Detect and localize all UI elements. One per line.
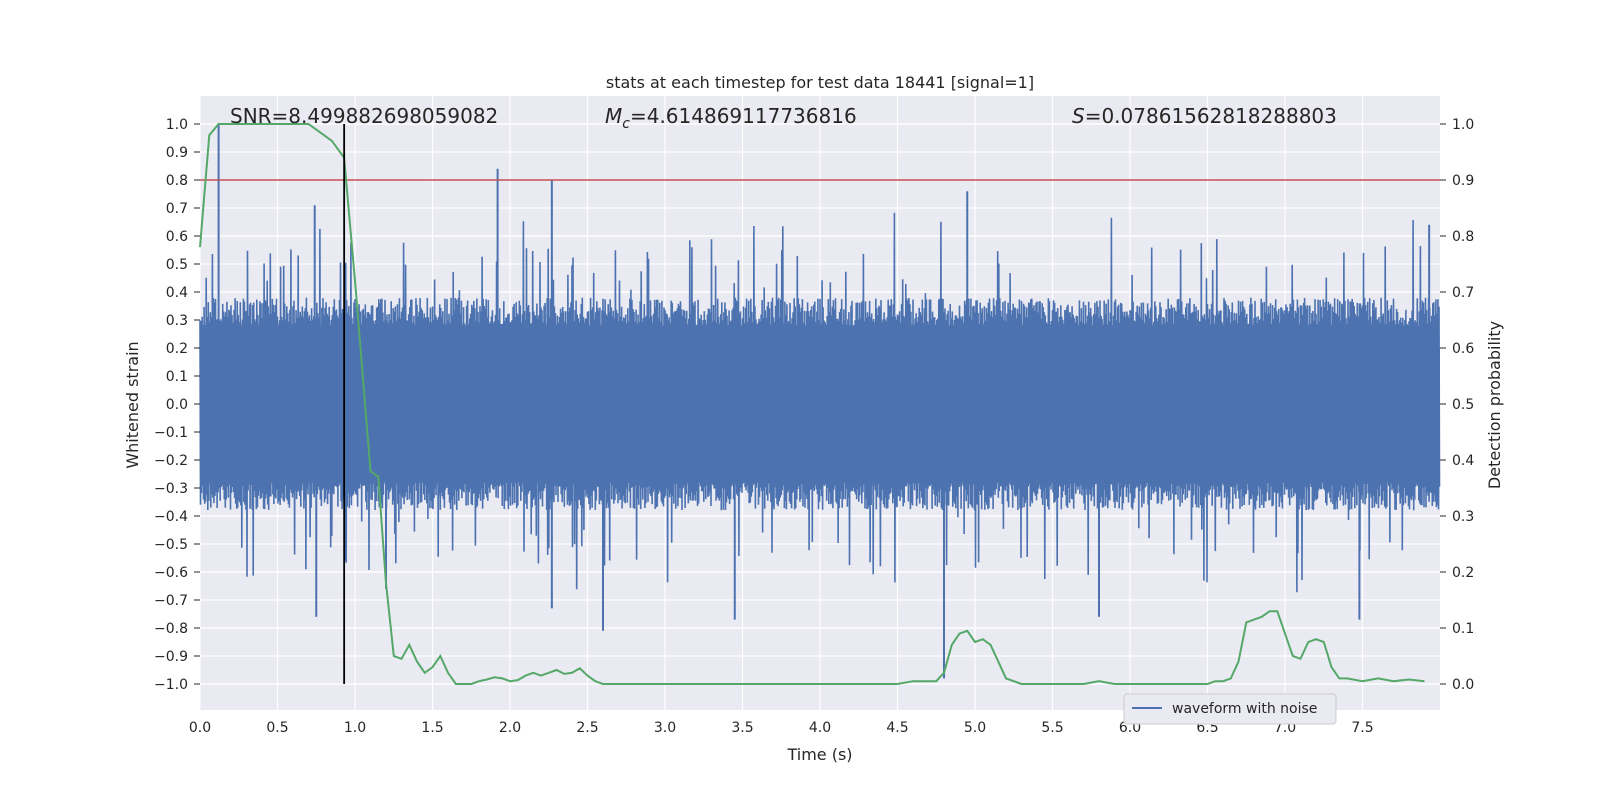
probability-line (199, 123, 1425, 685)
chirp-mass-symbol: M (605, 104, 622, 128)
y-tick-label-left: 0.4 (166, 285, 188, 301)
x-tick-label: 0.5 (266, 720, 288, 736)
y-tick-label-left: −1.0 (154, 677, 188, 693)
snr-stat: SNR=8.499882698059082 (230, 104, 498, 128)
x-axis-label: Time (s) (786, 745, 852, 764)
y-tick-label-left: −0.5 (154, 537, 188, 553)
probability-series (199, 123, 1425, 685)
y-tick-label-left: −0.6 (154, 565, 188, 581)
x-tick-label: 5.0 (964, 720, 986, 736)
x-tick-label: 5.5 (1041, 720, 1063, 736)
y-axis-label-left: Whitened strain (123, 341, 142, 468)
s-stat: S=0.07861562818288803 (1072, 104, 1337, 128)
y-tick-label-left: 0.7 (166, 201, 188, 217)
waveform-series (199, 124, 1441, 679)
x-tick-label: 2.0 (499, 720, 521, 736)
x-tick-label: 2.5 (576, 720, 598, 736)
y-tick-label-left: −0.3 (154, 481, 188, 497)
x-tick-label: 4.5 (886, 720, 908, 736)
legend-box (1123, 693, 1337, 725)
y-tick-label-right: 0.3 (1452, 509, 1474, 525)
legend: waveform with noise (1123, 693, 1337, 725)
y-tick-label-left: 0.1 (166, 369, 188, 385)
chirp-mass-stat: Mc=4.614869117736816 (605, 104, 857, 132)
y-tick-label-right: 0.9 (1452, 173, 1474, 189)
y-tick-label-left: 0.9 (166, 145, 188, 161)
y-tick-label-right: 0.7 (1452, 285, 1474, 301)
waveform-dense-band (200, 348, 1440, 460)
y-tick-label-left: 0.8 (166, 173, 188, 189)
y-axis-label-right: Detection probability (1485, 321, 1504, 489)
x-tick-label: 3.5 (731, 720, 753, 736)
y-tick-label-right: 0.4 (1452, 453, 1474, 469)
y-tick-label-left: 1.0 (166, 117, 188, 133)
y-tick-label-right: 0.0 (1452, 677, 1474, 693)
y-tick-label-left: −0.7 (154, 593, 188, 609)
y-tick-label-left: 0.6 (166, 229, 188, 245)
y-tick-label-left: −0.1 (154, 425, 188, 441)
y-tick-label-left: 0.2 (166, 341, 188, 357)
y-ticks-right: 1.0 0.9 0.8 0.7 0.6 0.5 0.4 0.3 0.2 0.1 0.0 (1440, 117, 1474, 693)
x-tick-label: 4.0 (809, 720, 831, 736)
y-tick-label-right: 1.0 (1452, 117, 1474, 133)
x-tick-label: 7.5 (1351, 720, 1373, 736)
y-tick-label-left: 0.3 (166, 313, 188, 329)
y-tick-label-left: −0.8 (154, 621, 188, 637)
s-value: =0.07861562818288803 (1085, 104, 1337, 128)
x-ticks: 0.0 0.5 1.0 1.5 2.0 2.5 3.0 3.5 4.0 4.5 5.0 5.5 6.0 6… (189, 720, 1374, 736)
y-tick-label-left: −0.4 (154, 509, 188, 525)
y-ticks-left: 1.0 0.9 0.8 0.7 0.6 0.5 0.4 0.3 0.2 0.1 0.0 −0.1 −0.… (154, 117, 200, 693)
chart-title: stats at each timestep for test data 184… (606, 73, 1034, 92)
y-tick-label-left: −0.2 (154, 453, 188, 469)
chirp-mass-value: =4.614869117736816 (630, 104, 857, 128)
y-tick-label-left: 0.0 (166, 397, 188, 413)
y-tick-label-left: −0.9 (154, 649, 188, 665)
x-tick-label: 1.5 (421, 720, 443, 736)
chirp-mass-subscript: c (622, 116, 630, 132)
y-tick-label-right: 0.1 (1452, 621, 1474, 637)
legend-label-waveform: waveform with noise (1172, 701, 1317, 717)
y-tick-label-right: 0.6 (1452, 341, 1474, 357)
y-tick-label-right: 0.5 (1452, 397, 1474, 413)
y-tick-label-right: 0.8 (1452, 229, 1474, 245)
y-tick-label-left: 0.5 (166, 257, 188, 273)
s-symbol: S (1072, 104, 1085, 128)
x-tick-label: 3.0 (654, 720, 676, 736)
x-tick-label: 0.0 (189, 720, 211, 736)
x-tick-label: 1.0 (344, 720, 366, 736)
y-tick-label-right: 0.2 (1452, 565, 1474, 581)
